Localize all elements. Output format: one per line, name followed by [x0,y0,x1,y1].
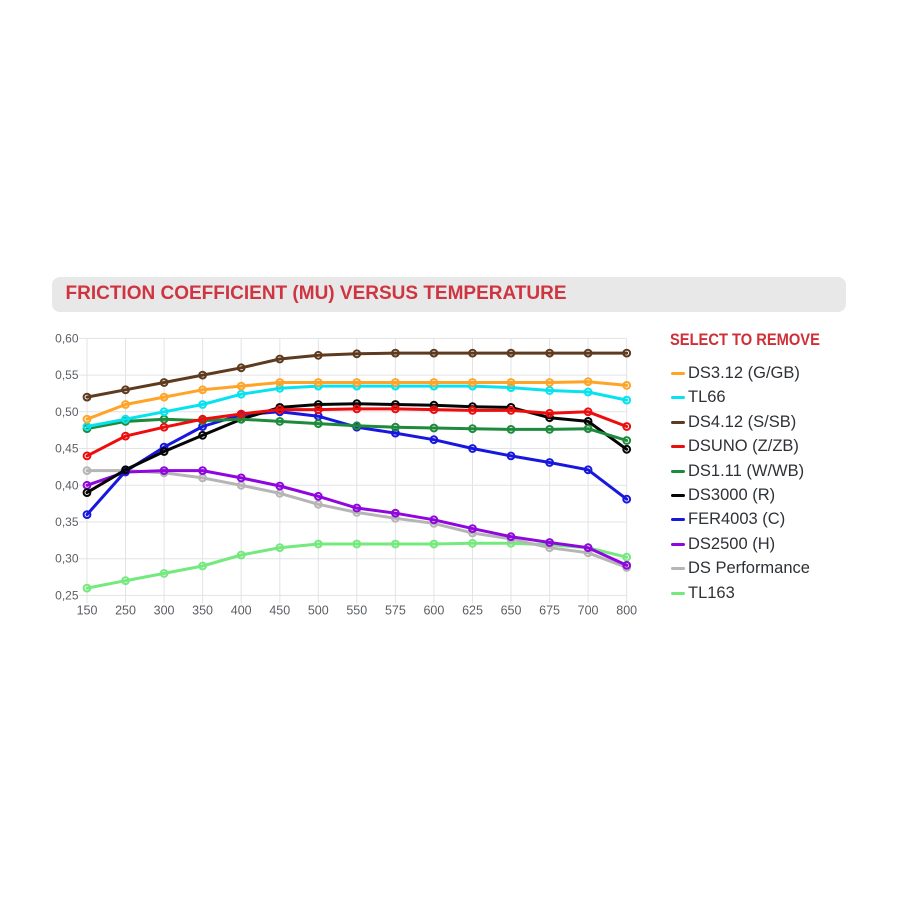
svg-text:600: 600 [423,604,444,618]
svg-text:0,50: 0,50 [55,405,79,419]
svg-text:0,55: 0,55 [55,368,79,382]
svg-text:575: 575 [385,604,406,618]
svg-text:250: 250 [115,604,136,618]
svg-text:0,35: 0,35 [55,515,79,529]
svg-text:350: 350 [192,604,213,618]
svg-text:0,25: 0,25 [55,588,79,602]
svg-text:625: 625 [462,604,483,618]
svg-text:0,30: 0,30 [55,552,79,566]
svg-text:800: 800 [616,604,637,618]
svg-text:0,60: 0,60 [55,331,79,345]
svg-text:150: 150 [77,604,98,618]
svg-text:650: 650 [501,604,522,618]
svg-text:550: 550 [346,604,367,618]
svg-text:450: 450 [269,604,290,618]
svg-text:400: 400 [231,604,252,618]
svg-text:0,45: 0,45 [55,442,79,456]
svg-text:700: 700 [578,604,599,618]
svg-text:675: 675 [539,604,560,618]
svg-text:300: 300 [154,604,175,618]
svg-text:500: 500 [308,604,329,618]
svg-text:0,40: 0,40 [55,478,79,492]
